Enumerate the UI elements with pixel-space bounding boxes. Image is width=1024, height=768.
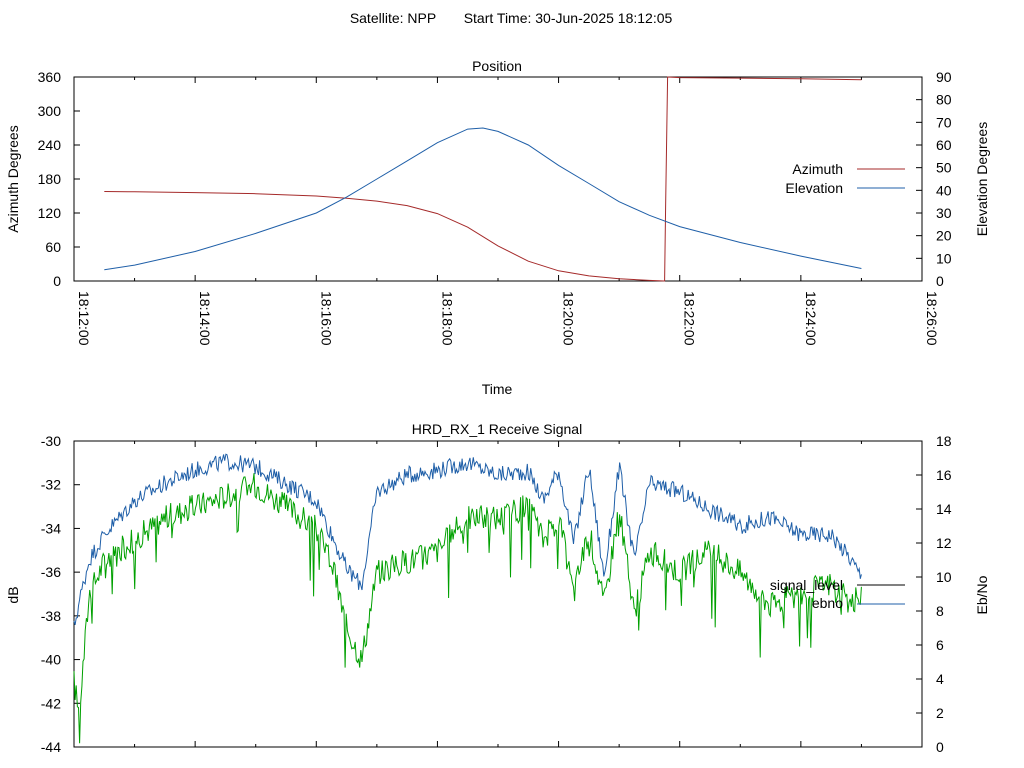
y-tick-label: -32 (41, 477, 61, 493)
y-tick-label: -42 (41, 695, 61, 711)
position-y-label: Azimuth Degrees (5, 125, 21, 232)
y2-tick-label: 30 (936, 205, 952, 221)
y2-tick-label: 80 (936, 92, 952, 108)
y2-tick-label: 10 (936, 250, 952, 266)
y2-tick-label: 40 (936, 182, 952, 198)
y-tick-label: -30 (41, 433, 61, 449)
x-tick-label: 18:24:00 (803, 291, 819, 346)
x-tick-label: 18:18:00 (439, 291, 455, 346)
position-y2-label: Elevation Degrees (974, 122, 990, 236)
y-tick-label: 240 (38, 137, 62, 153)
y2-tick-label: 18 (936, 433, 952, 449)
y-tick-label: -34 (41, 520, 61, 536)
series-line-azimuth (104, 76, 862, 282)
x-tick-label: 18:22:00 (682, 291, 698, 346)
y2-tick-label: 4 (936, 671, 944, 687)
series-line-elevation (104, 127, 862, 271)
signal-chart: HRD_RX_1 Receive Signal -44-42-40-38-36-… (5, 421, 990, 755)
legend-label-azimuth: Azimuth (792, 161, 843, 177)
y2-tick-label: 90 (936, 69, 952, 85)
signal-legend: signal_level ebno (770, 577, 905, 611)
y2-tick-label: 14 (936, 501, 952, 517)
signal-y2-label: Eb/No (974, 575, 990, 614)
y2-tick-label: 6 (936, 637, 944, 653)
y-tick-label: -36 (41, 564, 61, 580)
signal-y-label: dB (5, 586, 21, 603)
y-tick-label: -38 (41, 608, 61, 624)
x-tick-label: 18:20:00 (561, 291, 577, 346)
y-tick-label: 0 (53, 273, 61, 289)
start-time-label: Start Time: 30-Jun-2025 18:12:05 (464, 10, 673, 26)
y2-tick-label: 0 (936, 273, 944, 289)
signal-ticks: -44 -42 -40 -38 -36 -34 -32 -30 0 2 4 6 8 10 12 14 16 18 (41, 433, 952, 755)
satellite-label: Satellite: NPP (350, 10, 436, 26)
x-tick-label: 18:14:00 (197, 291, 213, 346)
y2-tick-label: 50 (936, 160, 952, 176)
position-x-label: Time (482, 381, 513, 397)
y-tick-label: 180 (38, 171, 62, 187)
y-tick-label: 120 (38, 205, 62, 221)
y2-tick-label: 2 (936, 705, 944, 721)
y2-tick-label: 10 (936, 569, 952, 585)
y-tick-label: 360 (38, 69, 62, 85)
series-line-signal-level (73, 473, 862, 744)
y2-tick-label: 0 (936, 739, 944, 755)
position-chart-title: Position (472, 58, 522, 74)
position-chart: Position 0 60 120 180 240 300 360 0 10 20 30 40 50 60… (5, 58, 990, 397)
y-tick-label: 60 (45, 239, 61, 255)
y2-tick-label: 16 (936, 467, 952, 483)
y2-tick-label: 20 (936, 228, 952, 244)
position-plot-frame (73, 76, 923, 282)
signal-series (73, 453, 862, 744)
legend-label-elevation: Elevation (785, 180, 843, 196)
position-series (104, 76, 862, 282)
legend-label-signal-level: signal_level (770, 577, 843, 593)
x-tick-label: 18:16:00 (318, 291, 334, 346)
y-tick-label: 300 (38, 103, 62, 119)
legend-label-ebno: ebno (812, 595, 843, 611)
y2-tick-label: 70 (936, 114, 952, 130)
y2-tick-label: 60 (936, 137, 952, 153)
x-tick-label: 18:26:00 (924, 291, 940, 346)
position-legend: Azimuth Elevation (785, 161, 905, 196)
y-tick-label: -40 (41, 652, 61, 668)
series-line-ebno (73, 453, 862, 626)
signal-chart-title: HRD_RX_1 Receive Signal (412, 421, 582, 437)
y-tick-label: -44 (41, 739, 61, 755)
x-tick-label: 18:12:00 (76, 291, 92, 346)
position-ticks: 0 60 120 180 240 300 360 0 10 20 30 40 50 60 70 80 90 18:… (38, 69, 952, 346)
y2-tick-label: 12 (936, 535, 952, 551)
y2-tick-label: 8 (936, 603, 944, 619)
